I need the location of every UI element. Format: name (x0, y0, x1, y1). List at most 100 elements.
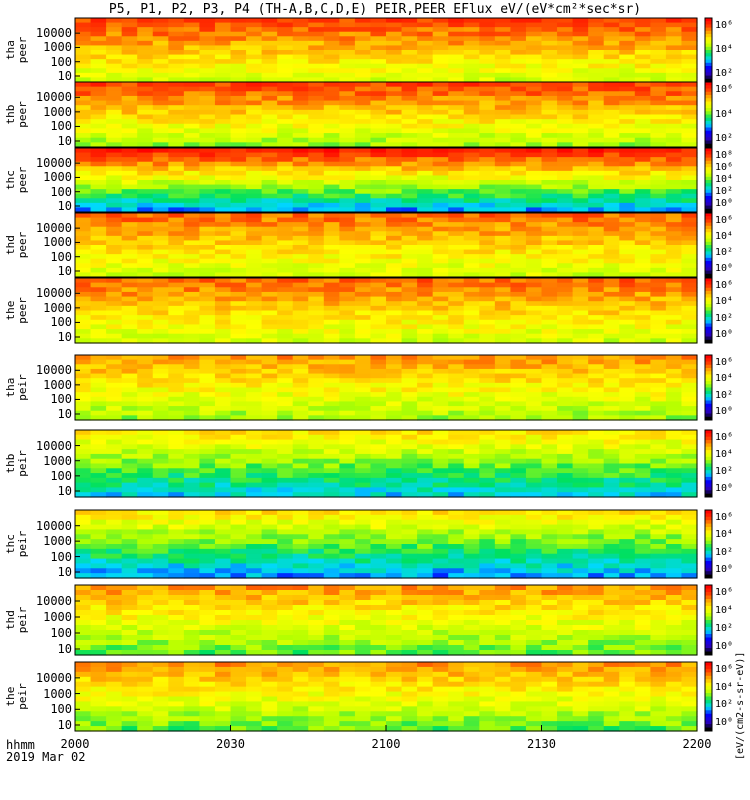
spectrogram-cell (603, 31, 620, 37)
spectrogram-cell (168, 119, 185, 125)
spectrogram-cell (323, 133, 340, 139)
spectrogram-cell (152, 128, 169, 134)
spectrogram-cell (121, 324, 138, 330)
spectrogram-cell (354, 193, 372, 199)
spectrogram-cell (152, 415, 169, 421)
spectrogram-cell (401, 434, 418, 441)
spectrogram-cell (432, 510, 449, 516)
spectrogram-cell (417, 91, 434, 97)
spectrogram-cell (214, 615, 232, 621)
spectrogram-cell (323, 573, 340, 579)
spectrogram-cell (183, 161, 200, 167)
spectrogram-cell (401, 161, 418, 167)
spectrogram-cell (665, 477, 683, 484)
spectrogram-cell (588, 166, 605, 172)
spectrogram-cell (665, 217, 683, 223)
spectrogram-cell (354, 534, 372, 540)
spectrogram-cell (121, 142, 138, 148)
spectrogram-cell (588, 105, 605, 111)
spectrogram-cell (137, 373, 154, 379)
spectrogram-cell (479, 231, 496, 237)
spectrogram-cell (168, 82, 185, 88)
spectrogram-cell (681, 202, 698, 209)
spectrogram-cell (525, 524, 543, 531)
spectrogram-cell (214, 217, 232, 223)
spectrogram-cell (230, 492, 247, 498)
spectrogram-cell (137, 453, 154, 460)
spectrogram-cell (681, 31, 698, 37)
spectrogram-cell (277, 319, 294, 326)
spectrogram-cell (323, 615, 340, 621)
spectrogram-cell (634, 235, 651, 242)
spectrogram-cell (121, 355, 138, 361)
spectrogram-cell (199, 184, 216, 190)
spectrogram-cell (665, 213, 683, 219)
spectrogram-cell (90, 86, 107, 92)
spectrogram-cell (417, 458, 434, 465)
spectrogram-cell (339, 434, 356, 441)
spectrogram-cell (463, 359, 480, 365)
spectrogram-cell (246, 50, 263, 56)
spectrogram-cell (261, 410, 278, 416)
spectrogram-cell (479, 415, 496, 421)
panel-tha-peir (74, 354, 698, 421)
spectrogram-cell (152, 301, 169, 307)
spectrogram-cell (277, 563, 294, 569)
spectrogram-cell (665, 319, 683, 326)
spectrogram-cell (106, 482, 123, 489)
spectrogram-cell (588, 114, 605, 120)
spectrogram-cell (432, 217, 449, 223)
spectrogram-cell (681, 359, 698, 365)
spectrogram-cell (370, 27, 387, 33)
spectrogram-cell (572, 387, 589, 393)
spectrogram-cell (386, 258, 403, 264)
spectrogram-cell (214, 590, 232, 596)
spectrogram-cell (463, 50, 480, 56)
spectrogram-cell (619, 315, 636, 321)
spectrogram-cell (246, 45, 263, 51)
spectrogram-cell (246, 180, 263, 186)
spectrogram-cell (230, 401, 247, 407)
spectrogram-cell (152, 585, 169, 591)
spectrogram-cell (246, 170, 263, 177)
spectrogram-cell (214, 249, 232, 255)
spectrogram-cell (479, 449, 496, 455)
spectrogram-cell (246, 157, 263, 163)
spectrogram-cell (75, 482, 92, 489)
spectrogram-cell (75, 119, 92, 125)
spectrogram-cell (370, 189, 387, 195)
spectrogram-cell (665, 595, 683, 601)
spectrogram-cell (90, 382, 107, 389)
colorbar-cell (705, 40, 712, 45)
spectrogram-cell (463, 434, 480, 441)
spectrogram-cell (152, 45, 169, 51)
spectrogram-cell (634, 128, 651, 134)
spectrogram-cell (634, 291, 651, 298)
spectrogram-cell (479, 63, 496, 69)
spectrogram-cell (572, 254, 589, 260)
spectrogram-cell (681, 18, 698, 24)
spectrogram-cell (354, 482, 372, 489)
spectrogram-cell (292, 449, 309, 455)
spectrogram-cell (572, 310, 589, 316)
spectrogram-cell (665, 59, 683, 65)
spectrogram-cell (541, 63, 558, 69)
colorbar-cell (705, 225, 712, 230)
spectrogram-cell (603, 333, 620, 339)
spectrogram-cell (463, 18, 480, 24)
spectrogram-cell (261, 222, 278, 228)
spectrogram-cell (603, 396, 620, 403)
spectrogram-cell (386, 473, 403, 479)
spectrogram-cell (603, 387, 620, 393)
spectrogram-cell (525, 59, 543, 65)
spectrogram-cell (261, 477, 278, 484)
spectrogram-cell (292, 119, 309, 125)
spectrogram-cell (199, 453, 216, 460)
spectrogram-cell (572, 249, 589, 255)
spectrogram-cell (106, 410, 123, 416)
spectrogram-cell (541, 453, 558, 460)
spectrogram-cell (619, 401, 636, 407)
spectrogram-cell (199, 430, 216, 436)
spectrogram-cell (246, 72, 263, 79)
